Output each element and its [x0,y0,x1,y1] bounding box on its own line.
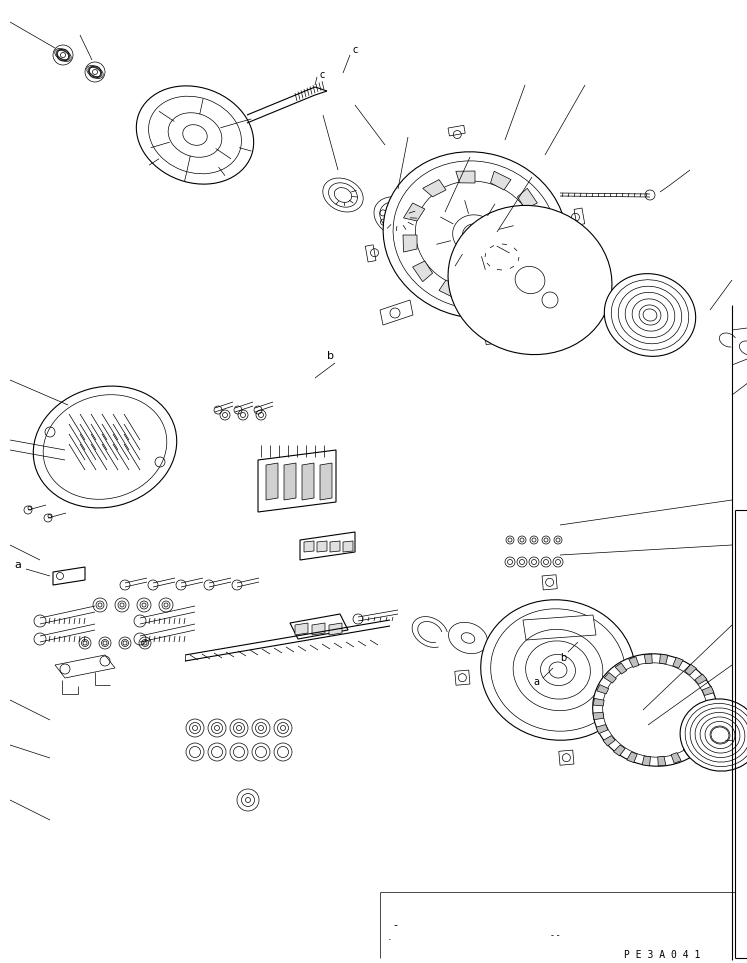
Polygon shape [330,541,340,552]
Polygon shape [596,724,608,734]
Polygon shape [657,756,666,766]
Polygon shape [525,249,547,267]
Polygon shape [365,245,376,262]
Polygon shape [300,532,355,560]
Polygon shape [284,463,296,500]
Polygon shape [312,623,325,635]
Polygon shape [604,672,616,683]
Circle shape [34,615,46,627]
Ellipse shape [34,386,177,508]
Polygon shape [320,463,332,500]
Text: b: b [560,653,566,663]
Polygon shape [706,700,717,708]
Polygon shape [702,687,714,695]
Polygon shape [574,208,585,225]
Polygon shape [403,203,425,221]
Polygon shape [380,300,413,325]
Polygon shape [504,273,527,291]
Polygon shape [403,235,417,252]
Polygon shape [706,715,717,721]
Polygon shape [593,698,604,706]
Circle shape [34,633,46,645]
Polygon shape [523,615,596,640]
Polygon shape [629,657,639,667]
Polygon shape [423,179,446,196]
Ellipse shape [592,654,717,767]
Polygon shape [701,726,713,736]
Polygon shape [646,655,661,670]
Polygon shape [559,750,574,766]
Polygon shape [302,463,314,500]
Polygon shape [258,450,336,512]
Polygon shape [603,736,616,746]
Text: - -: - - [551,930,560,940]
Circle shape [645,190,655,200]
Ellipse shape [448,622,488,654]
Polygon shape [455,670,470,686]
Ellipse shape [383,152,567,318]
Polygon shape [642,756,651,766]
Text: c: c [319,70,325,80]
Polygon shape [304,541,314,552]
Circle shape [148,580,158,590]
Circle shape [232,580,242,590]
Ellipse shape [429,219,471,255]
Polygon shape [685,664,696,675]
Polygon shape [684,746,695,757]
Polygon shape [593,713,604,719]
Polygon shape [290,614,348,639]
Circle shape [176,580,186,590]
Polygon shape [412,261,433,281]
Polygon shape [343,541,353,552]
Polygon shape [533,218,547,235]
Polygon shape [613,745,625,756]
Polygon shape [448,125,465,136]
Circle shape [120,580,130,590]
Text: a: a [14,560,22,570]
Polygon shape [627,752,637,763]
Polygon shape [542,575,557,590]
Polygon shape [671,753,681,764]
Polygon shape [694,737,706,747]
Polygon shape [491,171,511,190]
Ellipse shape [680,699,747,771]
Polygon shape [660,654,668,664]
Polygon shape [317,541,327,552]
Polygon shape [597,685,609,694]
Polygon shape [439,280,459,299]
Circle shape [204,580,214,590]
Ellipse shape [448,205,612,354]
Text: a: a [533,677,539,687]
Text: P E 3 A 0 4 1: P E 3 A 0 4 1 [624,950,700,960]
Polygon shape [475,287,495,299]
Text: b: b [326,351,333,361]
Polygon shape [266,463,278,500]
Polygon shape [456,171,475,183]
Text: -: - [393,920,397,930]
Circle shape [134,615,146,627]
Ellipse shape [136,86,254,184]
Polygon shape [53,567,85,585]
Polygon shape [673,658,684,668]
Polygon shape [695,674,707,685]
Polygon shape [644,654,652,664]
Polygon shape [295,623,308,635]
Polygon shape [518,189,537,209]
Polygon shape [329,623,342,635]
Text: ·: · [388,935,392,945]
Ellipse shape [481,600,635,741]
Text: c: c [353,45,358,55]
Circle shape [134,633,146,645]
Ellipse shape [604,273,695,356]
Polygon shape [615,664,627,674]
Polygon shape [55,655,115,678]
Polygon shape [485,334,502,345]
